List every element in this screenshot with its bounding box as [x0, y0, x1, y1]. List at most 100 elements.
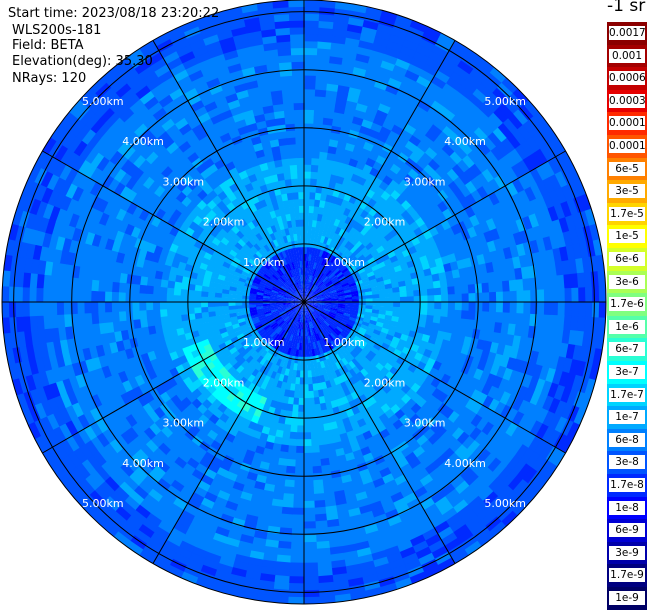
range-gate-cell [201, 296, 209, 302]
range-gate-cell [434, 309, 442, 317]
range-gate-cell [434, 302, 442, 310]
range-gate-cell [300, 371, 304, 379]
range-gate-cell [132, 292, 140, 302]
range-gate-cell [304, 171, 311, 179]
range-gate-cell [299, 391, 304, 399]
range-gate-cell [293, 494, 304, 502]
range-gate-cell [462, 302, 470, 311]
range-gate-cell [194, 312, 202, 319]
range-gate-cell [146, 301, 154, 310]
range-gate-cell [379, 302, 387, 307]
range-gate-cell [312, 466, 322, 474]
range-gate-cell [434, 288, 442, 296]
range-gate-cell [118, 301, 126, 311]
range-gate-cell [304, 48, 318, 56]
range-gate-cell [307, 370, 312, 378]
range-gate-cell [312, 137, 322, 145]
range-gate-cell [420, 289, 428, 296]
range-gate-cell [288, 576, 304, 584]
range-gate-cell [173, 295, 181, 302]
range-gate-cell [311, 445, 320, 453]
range-gate-cell [207, 302, 215, 307]
range-gate-cell [304, 20, 320, 28]
range-gate-cell [304, 41, 319, 49]
range-gate-cell [461, 285, 469, 295]
range-gate-cell [312, 473, 322, 481]
range-gate-cell [585, 287, 593, 303]
range-gate-cell [421, 302, 429, 309]
range-gate-cell [537, 289, 545, 302]
range-gate-cell [310, 418, 317, 426]
range-gate-cell [304, 157, 312, 165]
range-gate-cell [314, 404, 321, 412]
range-gate-cell [291, 535, 304, 543]
range-gate-cell [544, 302, 552, 316]
range-gate-cell [308, 391, 314, 399]
range-gate-cell [50, 301, 58, 315]
range-gate-cell [304, 432, 312, 440]
range-gate-cell [564, 302, 572, 317]
range-gate-cell [469, 302, 477, 312]
range-gate-cell [214, 297, 222, 302]
range-gate-cell [304, 425, 311, 433]
range-gate-cell [298, 398, 304, 406]
range-gate-cell [310, 425, 318, 433]
range-gate-cell [311, 164, 319, 172]
range-gate-cell [180, 302, 188, 309]
range-gate-cell [36, 301, 44, 316]
range-gate-cell [296, 439, 304, 447]
range-gate-cell [469, 293, 477, 303]
range-gate-cell [84, 290, 92, 302]
range-gate-cell [43, 301, 51, 316]
range-gate-cell [235, 305, 243, 309]
range-gate-cell [441, 294, 449, 302]
range-gate-cell [297, 419, 304, 427]
range-gate-cell [304, 96, 316, 104]
range-gate-cell [303, 487, 314, 495]
range-gate-cell [304, 391, 309, 399]
range-gate-cell [146, 309, 154, 318]
range-gate-cell [510, 291, 518, 303]
range-gate-cell [510, 302, 518, 314]
range-gate-cell [207, 297, 215, 302]
range-gate-cell [475, 302, 483, 312]
range-gate-cell [447, 286, 455, 295]
range-gate-cell [50, 288, 58, 302]
range-gate-cell [303, 535, 316, 543]
range-gate-cell [313, 130, 323, 138]
range-gate-cell [132, 283, 140, 293]
range-gate-cell [303, 542, 317, 550]
range-gate-cell [288, 590, 305, 598]
range-gate-cell [407, 296, 415, 302]
range-gate-cell [296, 446, 305, 454]
range-gate-cell [290, 542, 304, 550]
range-gate-cell [309, 398, 315, 406]
range-gate-cell [104, 291, 112, 302]
range-gate-cell [454, 310, 462, 319]
range-gate-cell [166, 308, 174, 316]
range-gate-cell [311, 452, 320, 460]
range-gate-cell [304, 178, 311, 186]
range-gate-cell [558, 288, 566, 303]
range-gate-cell [299, 384, 304, 392]
range-gate-cell [304, 27, 319, 35]
range-gate-cell [146, 293, 154, 302]
range-gate-cell [139, 310, 147, 320]
range-gate-cell [406, 291, 414, 298]
range-gate-cell [132, 310, 140, 320]
range-gate-cell [125, 310, 133, 320]
range-gate-cell [173, 302, 181, 309]
range-gate-cell [372, 294, 380, 299]
range-gate-cell [503, 302, 511, 314]
range-gate-cell [295, 453, 304, 461]
range-gate-cell [304, 61, 317, 69]
range-gate-cell [311, 158, 319, 166]
range-gate-cell [111, 291, 119, 302]
range-gate-cell [132, 301, 140, 311]
range-gate-cell [496, 302, 504, 313]
range-gate-cell [296, 432, 304, 440]
range-gate-cell [304, 109, 315, 117]
range-gate-cell [544, 289, 552, 303]
range-gate-cell [303, 590, 320, 598]
